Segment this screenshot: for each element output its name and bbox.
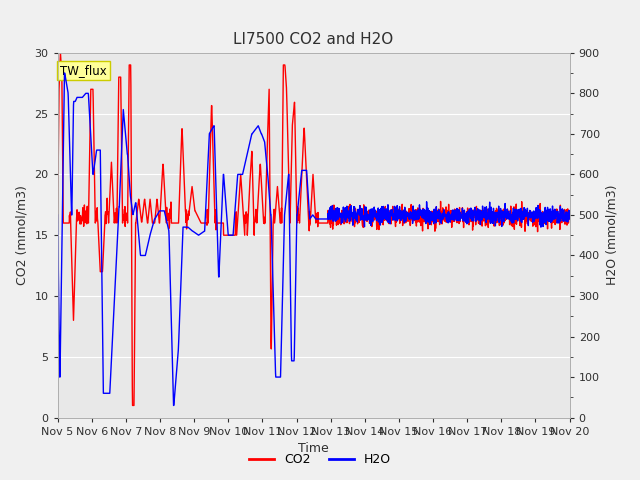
CO2 bbox=[54, 220, 61, 226]
H2O bbox=[340, 214, 348, 220]
H2O bbox=[61, 70, 68, 76]
Line: CO2: CO2 bbox=[58, 53, 570, 406]
CO2 bbox=[328, 216, 336, 221]
CO2 bbox=[56, 50, 64, 56]
H2O bbox=[566, 214, 573, 219]
X-axis label: Time: Time bbox=[298, 442, 329, 455]
Line: H2O: H2O bbox=[58, 73, 570, 406]
H2O bbox=[54, 212, 61, 218]
CO2 bbox=[535, 210, 543, 216]
CO2 bbox=[197, 220, 205, 226]
H2O bbox=[328, 203, 336, 208]
Y-axis label: CO2 (mmol/m3): CO2 (mmol/m3) bbox=[16, 185, 29, 285]
H2O bbox=[463, 212, 470, 218]
Title: LI7500 CO2 and H2O: LI7500 CO2 and H2O bbox=[234, 33, 394, 48]
CO2 bbox=[340, 217, 348, 223]
Y-axis label: H2O (mmol/m3): H2O (mmol/m3) bbox=[605, 185, 618, 286]
CO2 bbox=[566, 211, 573, 217]
Text: TW_flux: TW_flux bbox=[60, 64, 107, 77]
H2O bbox=[521, 213, 529, 219]
H2O bbox=[535, 210, 543, 216]
CO2 bbox=[463, 218, 470, 224]
H2O bbox=[170, 403, 177, 408]
Legend: CO2, H2O: CO2, H2O bbox=[244, 448, 396, 471]
CO2 bbox=[521, 211, 529, 217]
H2O bbox=[197, 231, 205, 237]
CO2 bbox=[129, 403, 136, 408]
